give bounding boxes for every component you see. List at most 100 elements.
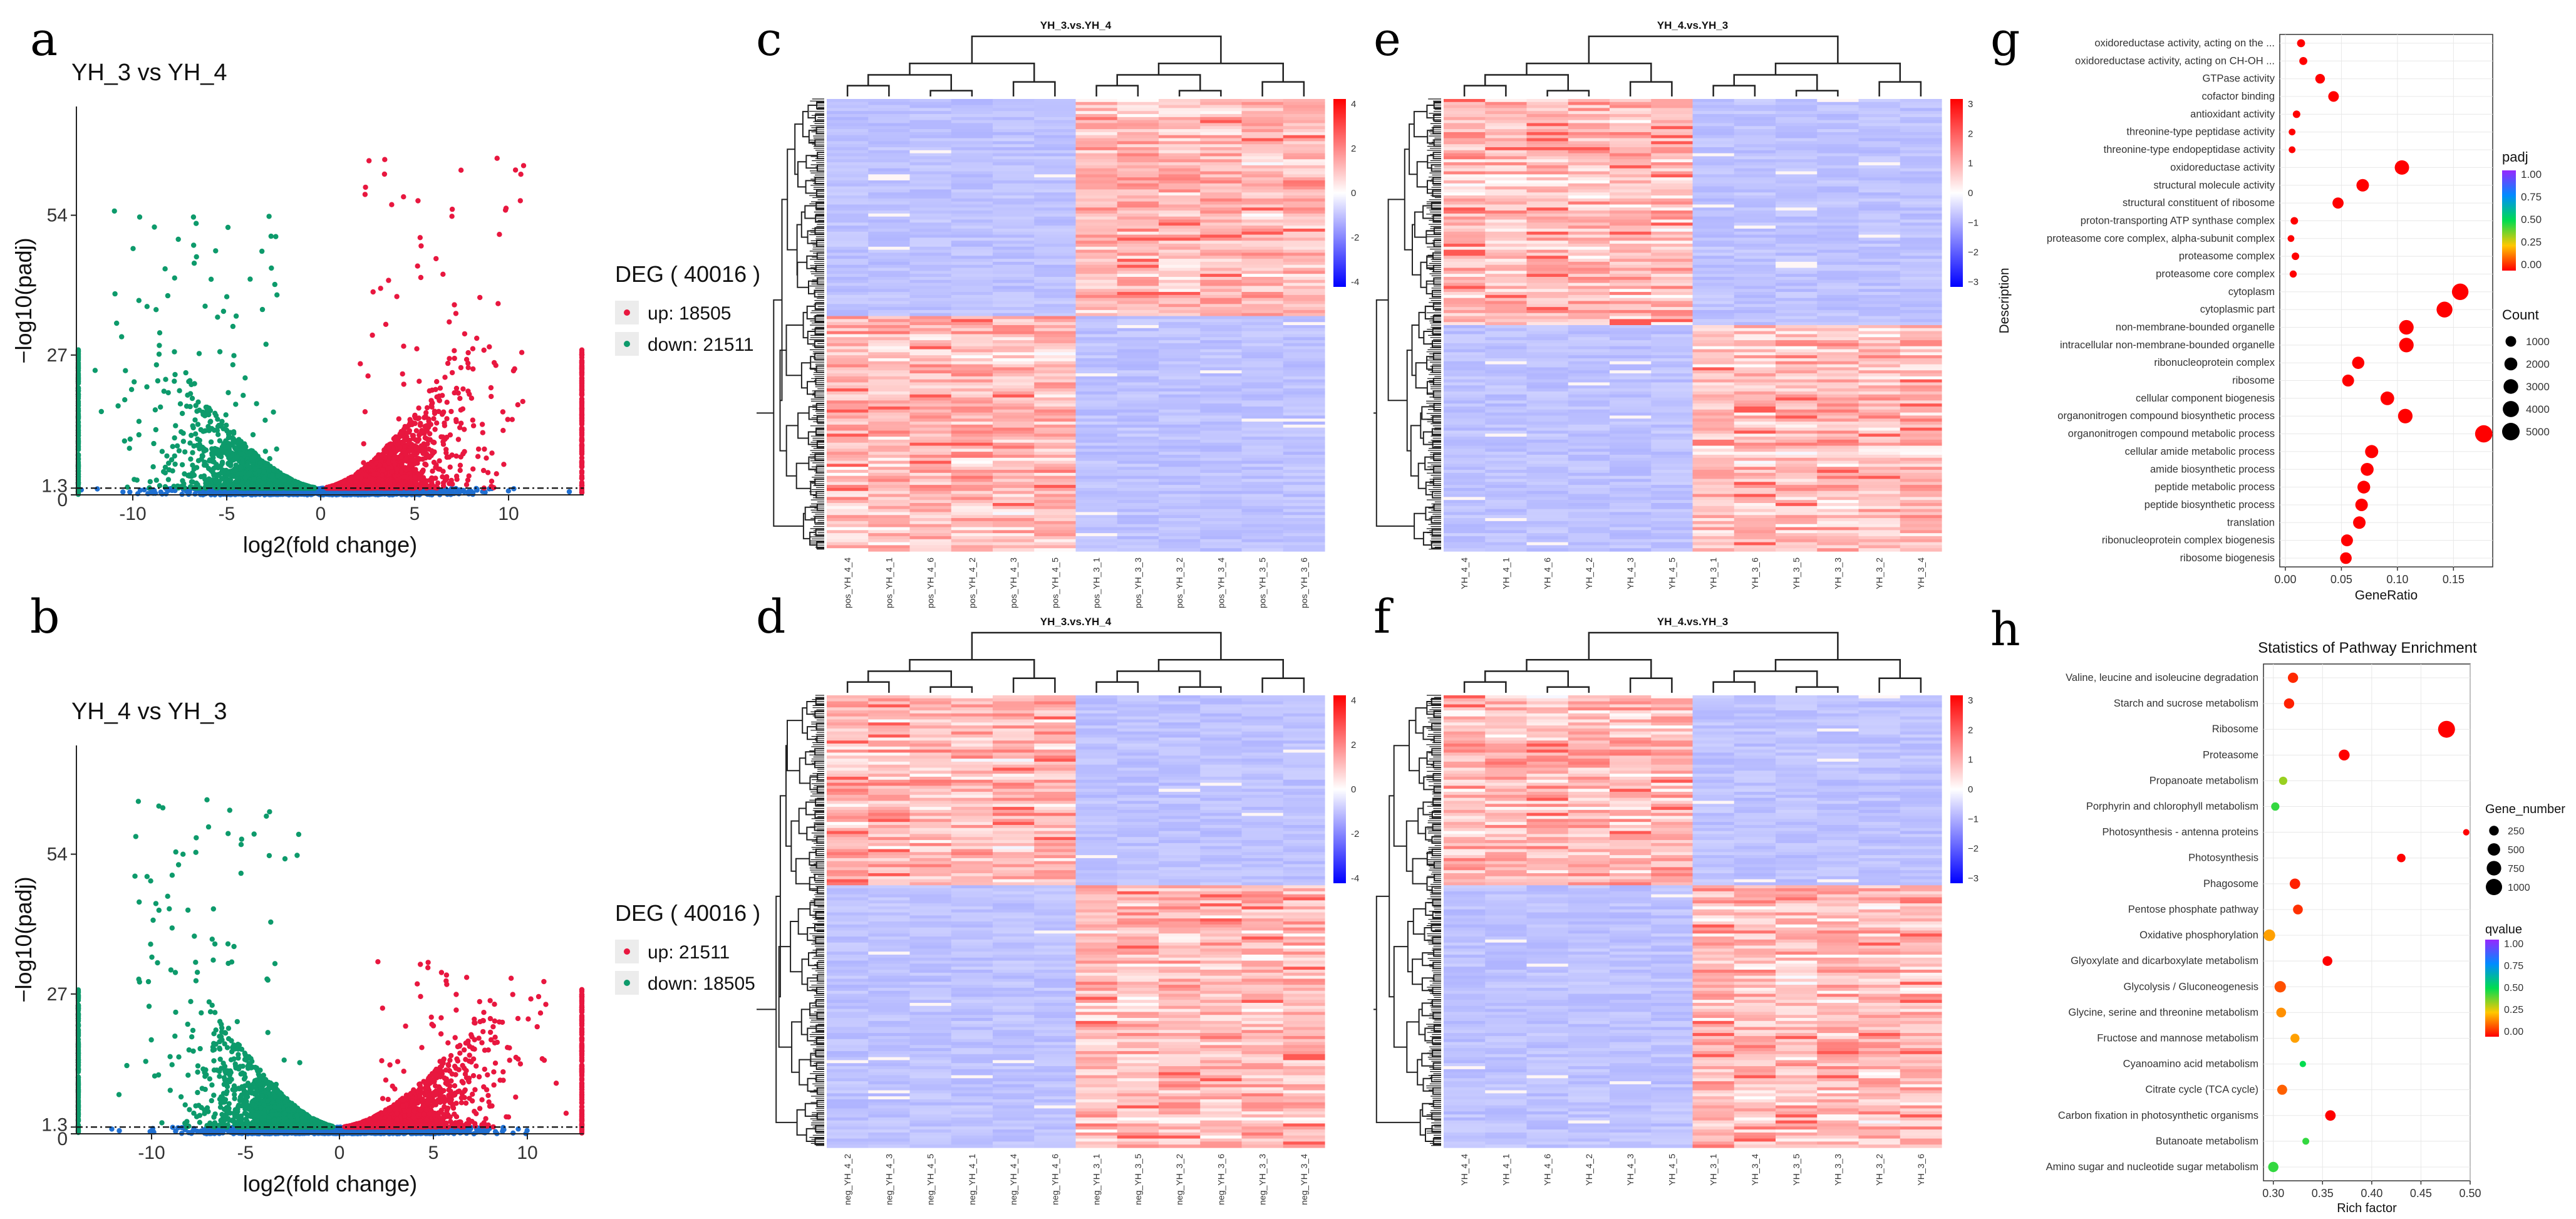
point-outlier [217, 349, 222, 354]
point-deg [242, 445, 247, 450]
point-deg [239, 460, 244, 465]
point-deg [99, 409, 104, 414]
point-outlier [259, 249, 264, 254]
point-deg [219, 419, 224, 424]
point-deg [219, 470, 224, 475]
chart-title: YH_3 vs YH_4 [71, 60, 227, 86]
point-deg [287, 483, 292, 488]
point-outlier [197, 351, 202, 356]
point-outlier [267, 456, 272, 461]
point-outlier [269, 266, 274, 271]
point-outlier [153, 307, 158, 312]
point-deg [208, 419, 213, 424]
point-deg [470, 467, 475, 472]
point-outlier [230, 324, 235, 329]
point-outlier [263, 449, 268, 454]
point-outlier [191, 214, 196, 219]
point-edge [579, 442, 584, 447]
point-deg [252, 466, 257, 471]
point-outlier [274, 293, 279, 298]
point-deg [282, 475, 287, 480]
point-outlier [145, 304, 150, 309]
point-ns [506, 489, 511, 494]
point-deg [197, 438, 202, 443]
point-edge [579, 401, 584, 406]
point-deg [213, 479, 218, 484]
point-deg [448, 465, 453, 470]
point-edge [579, 464, 584, 469]
point-deg [450, 370, 455, 375]
point-deg [441, 442, 446, 447]
point-outlier [260, 307, 265, 312]
point-deg [467, 392, 472, 397]
panel-letter-a: a [30, 13, 58, 66]
point-deg [423, 435, 428, 440]
point-outlier [262, 418, 267, 423]
point-deg [189, 479, 194, 484]
point-outlier [231, 353, 236, 358]
point-deg [443, 447, 448, 452]
point-deg [452, 356, 457, 361]
point-outlier [115, 403, 120, 408]
point-deg [93, 368, 98, 373]
point-outlier [209, 277, 214, 282]
point-deg [228, 477, 233, 482]
point-outlier [172, 372, 177, 377]
point-deg [480, 430, 485, 435]
point-deg [244, 463, 249, 468]
point-outlier [269, 234, 274, 239]
point-deg [178, 429, 184, 434]
point-outlier [238, 465, 243, 470]
point-deg [457, 396, 462, 401]
point-deg [447, 481, 452, 486]
point-deg [275, 479, 280, 484]
point-deg [261, 480, 266, 485]
point-edge [579, 360, 584, 365]
point-deg [153, 427, 158, 432]
point-outlier [151, 441, 156, 446]
point-deg [172, 378, 177, 383]
point-deg [406, 423, 411, 428]
point-outlier [254, 401, 259, 406]
point-edge [579, 366, 584, 371]
point-outlier [129, 387, 134, 392]
point-deg [172, 435, 177, 440]
point-deg [195, 443, 200, 448]
point-deg [223, 485, 228, 490]
point-edge [579, 469, 584, 474]
point-ns [448, 489, 453, 494]
point-deg [180, 462, 185, 467]
point-outlier [162, 266, 167, 271]
point-outlier [273, 234, 278, 239]
point-ns [192, 491, 197, 496]
point-deg [416, 405, 421, 410]
point-deg [155, 378, 160, 383]
point-outlier [154, 362, 159, 367]
point-edge [579, 378, 584, 383]
point-deg [127, 446, 132, 451]
point-deg [212, 446, 217, 451]
point-deg [172, 349, 177, 354]
point-outlier [137, 419, 142, 424]
point-outlier [176, 237, 181, 242]
point-deg [406, 440, 411, 445]
point-deg [209, 439, 214, 444]
point-deg [231, 429, 236, 434]
point-deg [458, 468, 463, 473]
point-deg [163, 470, 168, 475]
point-edge [579, 412, 584, 417]
point-deg [199, 427, 204, 432]
point-deg [267, 467, 272, 472]
point-deg [489, 394, 494, 399]
point-deg [442, 423, 447, 428]
point-outlier [194, 221, 199, 226]
point-deg [175, 444, 180, 449]
point-outlier [112, 209, 117, 214]
point-deg [157, 330, 162, 335]
point-outlier [224, 412, 229, 417]
point-deg [239, 472, 244, 477]
point-deg [470, 366, 475, 371]
point-outlier [225, 225, 230, 230]
panel-letter-f: f [1373, 590, 1394, 644]
point-ns [135, 491, 140, 496]
